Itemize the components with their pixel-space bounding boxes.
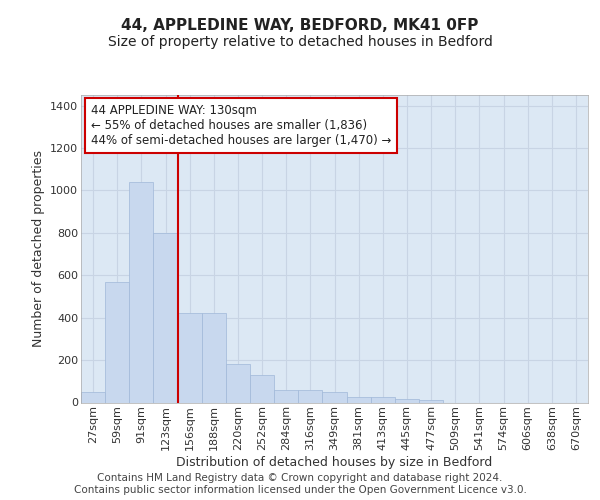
Text: 44, APPLEDINE WAY, BEDFORD, MK41 0FP: 44, APPLEDINE WAY, BEDFORD, MK41 0FP [121, 18, 479, 32]
Bar [202, 314, 226, 402]
Bar [395, 400, 419, 402]
Bar [178, 314, 202, 402]
Bar [322, 392, 347, 402]
Bar [347, 397, 371, 402]
Bar [250, 375, 274, 402]
Bar [371, 397, 395, 402]
Bar [298, 390, 322, 402]
Bar [274, 390, 298, 402]
Bar [105, 282, 129, 403]
Bar [154, 233, 178, 402]
Text: Size of property relative to detached houses in Bedford: Size of property relative to detached ho… [107, 35, 493, 49]
Bar [419, 400, 443, 402]
Text: 44 APPLEDINE WAY: 130sqm
← 55% of detached houses are smaller (1,836)
44% of sem: 44 APPLEDINE WAY: 130sqm ← 55% of detach… [91, 104, 392, 147]
Text: Contains HM Land Registry data © Crown copyright and database right 2024.
Contai: Contains HM Land Registry data © Crown c… [74, 474, 526, 495]
Bar [81, 392, 105, 402]
Y-axis label: Number of detached properties: Number of detached properties [32, 150, 44, 347]
X-axis label: Distribution of detached houses by size in Bedford: Distribution of detached houses by size … [176, 456, 493, 469]
Bar [129, 182, 154, 402]
Bar [226, 364, 250, 403]
